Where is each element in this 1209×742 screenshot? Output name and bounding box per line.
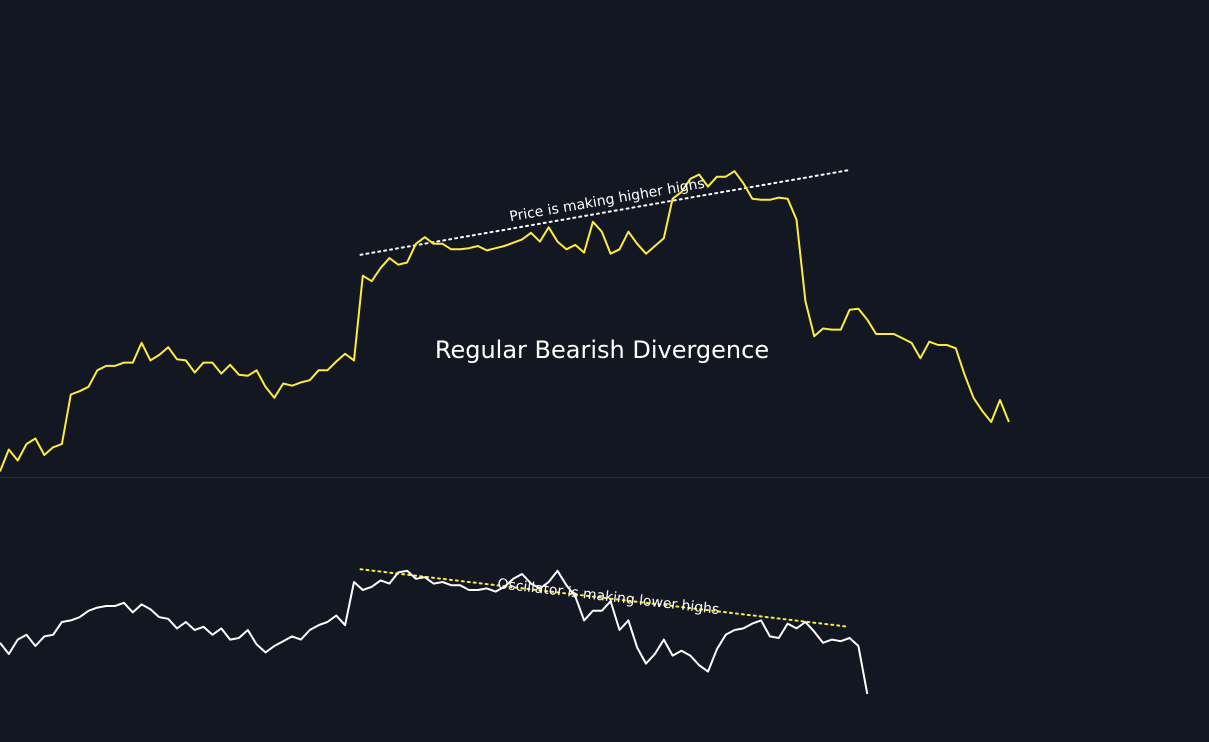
oscillator-series-line [0, 569, 869, 695]
price-trendline [359, 169, 851, 256]
price-series-line [0, 170, 1010, 472]
chart-title: Regular Bearish Divergence [435, 336, 769, 364]
oscillator-trendline [359, 568, 851, 628]
